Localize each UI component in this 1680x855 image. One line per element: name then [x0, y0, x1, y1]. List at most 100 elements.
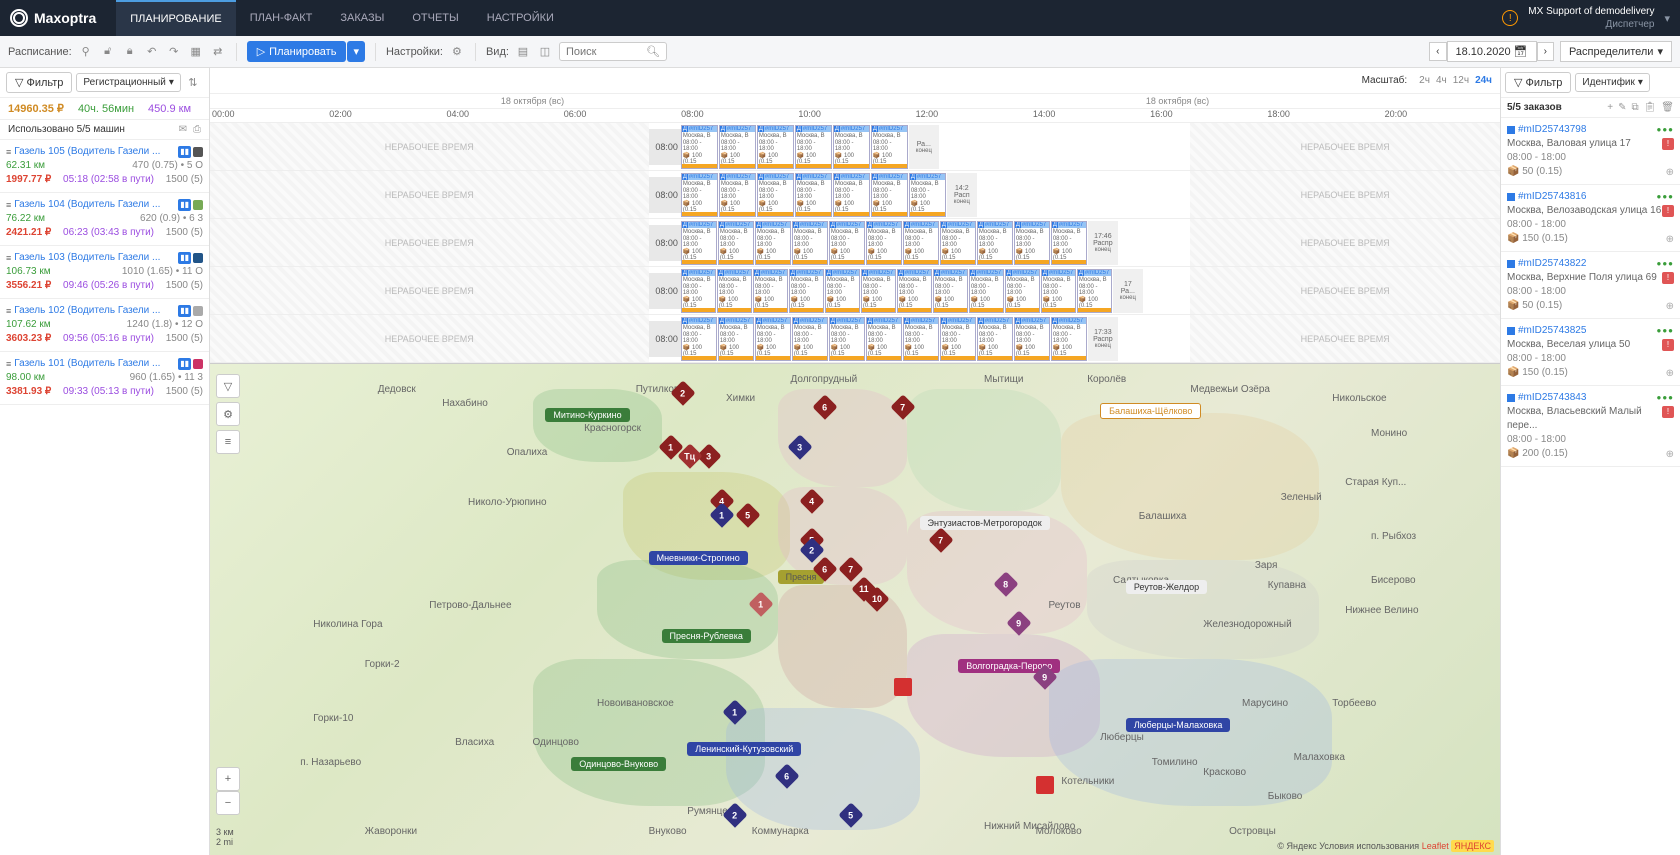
search-icon[interactable]: 🔍︎ — [646, 45, 660, 58]
date-value[interactable]: 18.10.2020 📅︎ — [1447, 41, 1537, 62]
gantt-task[interactable]: Д#mID257Москва, В08:00 - 18:00📦 100 (0.1… — [1014, 221, 1050, 265]
sort-select[interactable]: Регистрационный ▾ — [76, 73, 180, 92]
gantt-task[interactable]: Д#mID257Москва, В08:00 - 18:00📦 100 (0.1… — [977, 317, 1013, 361]
distributor-select[interactable]: Распределители ▾ — [1560, 41, 1672, 62]
gantt-task[interactable]: Д#mID257Москва, В08:00 - 18:00📦 100 (0.1… — [829, 317, 865, 361]
map-pin[interactable] — [894, 678, 912, 696]
gantt-task[interactable]: Д#mID257Москва, В08:00 - 18:00📦 100 (0.1… — [825, 269, 860, 313]
gear-icon[interactable]: ⚙ — [449, 44, 465, 60]
gantt-task[interactable]: Д#mID257Москва, В08:00 - 18:00📦 100 (0.1… — [829, 221, 865, 265]
view-list-icon[interactable]: ▤ — [515, 44, 531, 60]
gantt-task[interactable]: Д#mID257Москва, В08:00 - 18:00📦 100 (0.1… — [757, 173, 794, 217]
add-icon[interactable]: + — [1607, 102, 1613, 113]
gantt-task[interactable]: Д#mID257Москва, В08:00 - 18:00📦 100 (0.1… — [753, 269, 788, 313]
nav-tab-1[interactable]: ПЛАН-ФАКТ — [236, 0, 327, 36]
gantt-task[interactable]: Д#mID257Москва, В08:00 - 18:00📦 100 (0.1… — [903, 221, 939, 265]
zone-label[interactable]: Мневники-Строгино — [649, 551, 748, 565]
delete-icon[interactable]: 🗑︎ — [1661, 102, 1674, 113]
map-zone[interactable] — [778, 585, 907, 708]
vehicle-card[interactable]: ≡Газель 104 (Водитель Газели ...▮▮ 76.22… — [0, 193, 209, 246]
paste-icon[interactable]: 📋︎ — [1644, 102, 1657, 113]
undo-icon[interactable]: ↶ — [144, 44, 160, 60]
plan-button-dropdown[interactable]: ▾ — [347, 41, 365, 62]
gantt-task[interactable]: Д#mID257Москва, В08:00 - 18:00📦 100 (0.1… — [792, 221, 828, 265]
view-card-icon[interactable]: ◫ — [537, 44, 553, 60]
map[interactable]: ДедовскНахабиноКрасногорскОпалихаНиколо-… — [210, 364, 1500, 855]
gantt-task[interactable]: Д#mID257Москва, В08:00 - 18:00📦 100 (0.1… — [1077, 269, 1112, 313]
filter-button[interactable]: ▽ Фильтр — [6, 72, 72, 93]
gantt-task[interactable]: Д#mID257Москва, В08:00 - 18:00📦 100 (0.1… — [866, 317, 902, 361]
gantt-task[interactable]: Д#mID257Москва, В08:00 - 18:00📦 100 (0.1… — [718, 221, 754, 265]
gantt-task[interactable]: Д#mID257Москва, В08:00 - 18:00📦 100 (0.1… — [795, 173, 832, 217]
expand-icon[interactable]: ⊕ — [1666, 367, 1674, 381]
order-card[interactable]: #mID25743798 Москва, Валовая улица 17 08… — [1501, 118, 1680, 185]
gantt-task[interactable]: Д#mID257Москва, В08:00 - 18:00📦 100 (0.1… — [717, 269, 752, 313]
expand-icon[interactable]: ⊕ — [1666, 448, 1674, 462]
plan-button[interactable]: ▷ Планировать — [247, 41, 347, 62]
gantt-task[interactable]: Д#mID257Москва, В08:00 - 18:00📦 100 (0.1… — [940, 317, 976, 361]
gantt-task[interactable]: Д#mID257Москва, В08:00 - 18:00📦 100 (0.1… — [1005, 269, 1040, 313]
scale-24ч[interactable]: 24ч — [1475, 75, 1492, 86]
date-next[interactable]: › — [1537, 42, 1554, 61]
gantt-task[interactable]: Д#mID257Москва, В08:00 - 18:00📦 100 (0.1… — [1041, 269, 1076, 313]
gantt-task[interactable]: Д#mID257Москва, В08:00 - 18:00📦 100 (0.1… — [933, 269, 968, 313]
gantt-task[interactable]: Д#mID257Москва, В08:00 - 18:00📦 100 (0.1… — [866, 221, 902, 265]
map-gear-icon[interactable]: ⚙ — [216, 402, 240, 426]
gantt-task[interactable]: Д#mID257Москва, В08:00 - 18:00📦 100 (0.1… — [681, 221, 717, 265]
nav-tab-0[interactable]: ПЛАНИРОВАНИЕ — [116, 0, 235, 36]
order-sort-select[interactable]: Идентифик ▾ — [1575, 73, 1650, 92]
gantt-task[interactable]: Д#mID257Москва, В08:00 - 18:00📦 100 (0.1… — [755, 317, 791, 361]
map-filter-icon[interactable]: ▽ — [216, 374, 240, 398]
vehicle-card[interactable]: ≡Газель 103 (Водитель Газели ...▮▮ 106.7… — [0, 246, 209, 299]
print-icon[interactable]: ⎙ — [193, 124, 201, 135]
user-info[interactable]: MX Support of demodelivery Диспетчер — [1528, 5, 1654, 31]
gantt-task[interactable]: Д#mID257Москва, В08:00 - 18:00📦 100 (0.1… — [1051, 221, 1087, 265]
date-prev[interactable]: ‹ — [1429, 42, 1446, 61]
chevron-down-icon[interactable]: ▾ — [1664, 12, 1670, 25]
mail-icon[interactable]: ✉︎ — [179, 124, 187, 135]
search-box[interactable]: 🔍︎ — [559, 42, 667, 61]
nav-tab-2[interactable]: ЗАКАЗЫ — [326, 0, 398, 36]
swap-icon[interactable]: ⇄ — [210, 44, 226, 60]
gantt-task[interactable]: Д#mID257Москва, В08:00 - 18:00📦 100 (0.1… — [681, 317, 717, 361]
expand-icon[interactable]: ⊕ — [1666, 233, 1674, 247]
order-card[interactable]: #mID25743843 Москва, Власьевский Малый п… — [1501, 386, 1680, 467]
nav-tab-4[interactable]: НАСТРОЙКИ — [473, 0, 568, 36]
grid-icon[interactable]: ▦ — [188, 44, 204, 60]
expand-icon[interactable]: ⊕ — [1666, 166, 1674, 180]
gantt-task[interactable]: Д#mID257Москва, В08:00 - 18:00📦 100 (0.1… — [833, 173, 870, 217]
map-zone[interactable] — [726, 708, 920, 831]
vehicle-card[interactable]: ≡Газель 102 (Водитель Газели ...▮▮ 107.6… — [0, 299, 209, 352]
zone-label[interactable]: Одинцово-Внуково — [571, 757, 666, 771]
zone-label[interactable]: Люберцы-Малаховка — [1126, 718, 1231, 732]
lock-open-icon[interactable]: 🔓︎ — [100, 44, 116, 60]
redo-icon[interactable]: ↷ — [166, 44, 182, 60]
gantt-task[interactable]: Д#mID257Москва, В08:00 - 18:00📦 100 (0.1… — [755, 221, 791, 265]
zone-label[interactable]: Реутов-Желдор — [1126, 580, 1207, 594]
gantt-row[interactable]: НЕРАБОЧЕЕ ВРЕМЯ08:00Д#mID257Москва, В08:… — [210, 219, 1500, 267]
vehicle-card[interactable]: ≡Газель 105 (Водитель Газели ...▮▮ 62.31… — [0, 140, 209, 193]
gantt-task[interactable]: Д#mID257Москва, В08:00 - 18:00📦 100 (0.1… — [909, 173, 946, 217]
gantt-task[interactable]: Д#mID257Москва, В08:00 - 18:00📦 100 (0.1… — [1051, 317, 1087, 361]
edit-icon[interactable]: ✎ — [1618, 102, 1626, 113]
scale-12ч[interactable]: 12ч — [1453, 75, 1469, 86]
scale-2ч[interactable]: 2ч — [1419, 75, 1430, 86]
zone-label[interactable]: Ленинский-Кутузовский — [687, 742, 801, 756]
gantt-task[interactable]: Д#mID257Москва, В08:00 - 18:00📦 100 (0.1… — [871, 173, 908, 217]
gantt-task[interactable]: Д#mID257Москва, В08:00 - 18:00📦 100 (0.1… — [861, 269, 896, 313]
lock-icon[interactable]: 🔒︎ — [122, 44, 138, 60]
gantt-task[interactable]: Д#mID257Москва, В08:00 - 18:00📦 100 (0.1… — [681, 125, 718, 169]
copy-icon[interactable]: ⧉ — [1631, 102, 1638, 113]
map-zone[interactable] — [1061, 413, 1319, 560]
map-zoom-out[interactable]: − — [216, 791, 240, 815]
scale-4ч[interactable]: 4ч — [1436, 75, 1447, 86]
map-zoom-in[interactable]: + — [216, 767, 240, 791]
order-card[interactable]: #mID25743822 Москва, Верхние Поля улица … — [1501, 252, 1680, 319]
nav-tab-3[interactable]: ОТЧЕТЫ — [398, 0, 472, 36]
gantt-task[interactable]: Д#mID257Москва, В08:00 - 18:00📦 100 (0.1… — [871, 125, 908, 169]
order-filter-button[interactable]: ▽ Фильтр — [1505, 72, 1571, 93]
map-zone[interactable] — [597, 560, 778, 658]
gantt-task[interactable]: Д#mID257Москва, В08:00 - 18:00📦 100 (0.1… — [681, 173, 718, 217]
gantt-task[interactable]: Д#mID257Москва, В08:00 - 18:00📦 100 (0.1… — [789, 269, 824, 313]
map-zone[interactable] — [907, 389, 1062, 512]
